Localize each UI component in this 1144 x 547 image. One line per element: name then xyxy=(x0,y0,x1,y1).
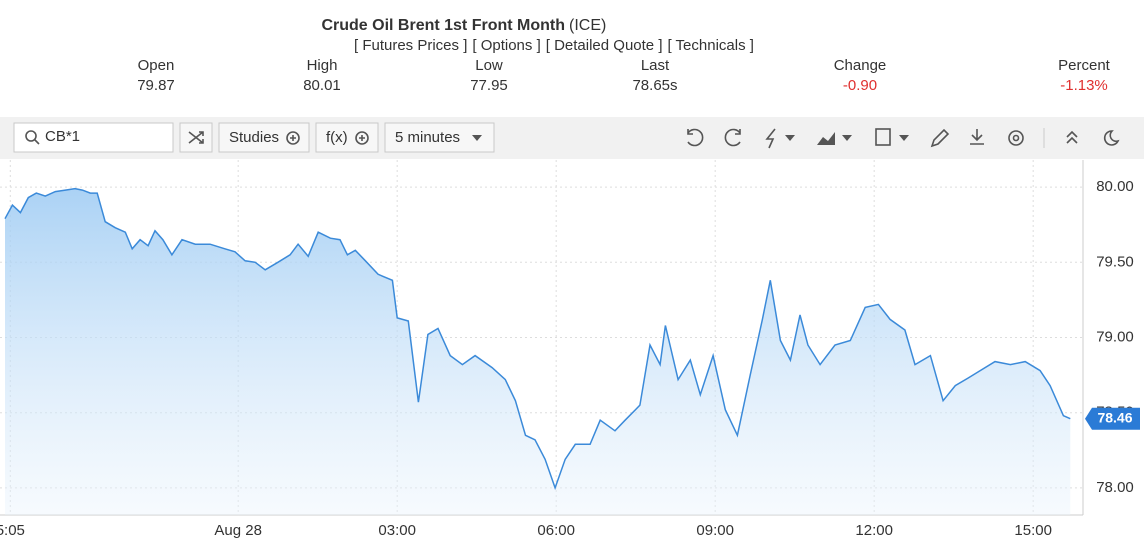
x-tick-label: 09:00 xyxy=(696,522,734,539)
x-tick-label: Aug 28 xyxy=(214,522,262,539)
quote: Open 79.87 High 80.01 Low 77.95 Last 78.65s Chan… xyxy=(137,57,1110,94)
quote-label: Percent xyxy=(1058,57,1111,74)
last-price-tag xyxy=(1085,407,1140,430)
link[interactable]: [ Futures Prices ] xyxy=(354,37,467,54)
quote-label: Change xyxy=(834,57,887,74)
price-line xyxy=(4,187,1071,491)
symbol: CB*1 xyxy=(45,128,80,145)
area xyxy=(5,188,1071,515)
quote-value: 80.01 xyxy=(303,77,341,94)
y-tick-label: 80.00 xyxy=(1096,178,1134,195)
link[interactable]: [ Technicals ] xyxy=(667,37,753,54)
quote-value: 79.87 xyxy=(137,77,175,94)
link[interactable]: [ Detailed Quote ] xyxy=(546,37,663,54)
studies: Studies xyxy=(229,129,279,146)
fx: f(x) xyxy=(326,129,348,146)
symbol-input[interactable] xyxy=(13,122,174,153)
toolbar-icons[interactable] xyxy=(687,128,1120,149)
last-price-label: 78.46 xyxy=(1097,409,1132,425)
x-tick-label: 03:00 xyxy=(378,522,416,539)
quote-label: Open xyxy=(138,57,175,74)
quote-label: Last xyxy=(641,57,670,74)
x-tick-label: 06:00 xyxy=(537,522,575,539)
exchange: (ICE) xyxy=(569,17,606,34)
y-tick-label: 79.50 xyxy=(1096,253,1134,270)
links: [ Futures Prices ] [ Options ] [ Detailed … xyxy=(354,37,754,54)
y-tick-label: 79.00 xyxy=(1096,328,1134,345)
y-tick-label: 78.00 xyxy=(1096,479,1134,496)
x-tick-label: 12:00 xyxy=(855,522,893,539)
title: Crude Oil Brent 1st Front Month xyxy=(321,17,565,34)
x-tick-label: 5:05 xyxy=(0,522,25,539)
x-tick-label: 15:00 xyxy=(1014,522,1052,539)
quote-label: Low xyxy=(475,57,503,74)
link[interactable]: [ Options ] xyxy=(472,37,540,54)
quote-value: 78.65s xyxy=(632,77,677,94)
quote-label: High xyxy=(307,57,338,74)
interval: 5 minutes xyxy=(395,129,460,146)
quote-value: -0.90 xyxy=(843,77,877,94)
quote-value: 77.95 xyxy=(470,77,508,94)
quote-value: -1.13% xyxy=(1060,77,1108,94)
